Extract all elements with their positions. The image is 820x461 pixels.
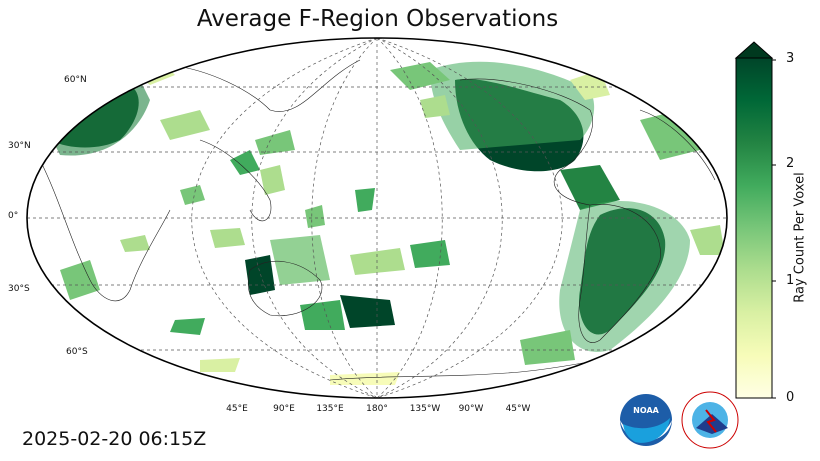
lon-label-90w: 90°W <box>458 404 484 414</box>
noaa-logo: NOAA <box>620 394 672 446</box>
lon-label-90e: 90°E <box>273 404 295 414</box>
lat-label-0: 0° <box>8 211 19 221</box>
colorbar-tick-3: 3 <box>786 51 795 66</box>
colorbar <box>734 41 776 399</box>
colorbar-bar <box>735 57 773 399</box>
lon-label-45w: 45°W <box>505 404 531 414</box>
colorbar-extend-arrow <box>734 41 774 59</box>
colorbar-tick-1: 1 <box>786 273 795 288</box>
lat-label-60n: 60°N <box>64 75 87 85</box>
lon-label-135e: 135°E <box>316 404 344 414</box>
lat-label-30n: 30°N <box>8 141 31 151</box>
lat-label-30s: 30°S <box>8 284 30 294</box>
lon-label-45e: 45°E <box>226 404 248 414</box>
colorbar-title: Ray Count Per Voxel <box>792 172 808 303</box>
graticule <box>27 38 727 398</box>
noaa-logo-text: NOAA <box>633 406 659 415</box>
colorbar-tick-2: 2 <box>786 156 795 171</box>
colorbar-tick-0: 0 <box>786 390 795 405</box>
observation-field <box>40 60 725 385</box>
timestamp: 2025-02-20 06:15Z <box>22 428 207 450</box>
lon-label-135w: 135°W <box>409 404 441 414</box>
lon-label-180: 180° <box>366 404 388 414</box>
lat-label-60s: 60°S <box>66 347 88 357</box>
map-title: Average F-Region Observations <box>196 6 559 32</box>
nws-logo <box>681 391 739 449</box>
globe-outline <box>26 37 728 399</box>
map-area <box>27 38 727 398</box>
